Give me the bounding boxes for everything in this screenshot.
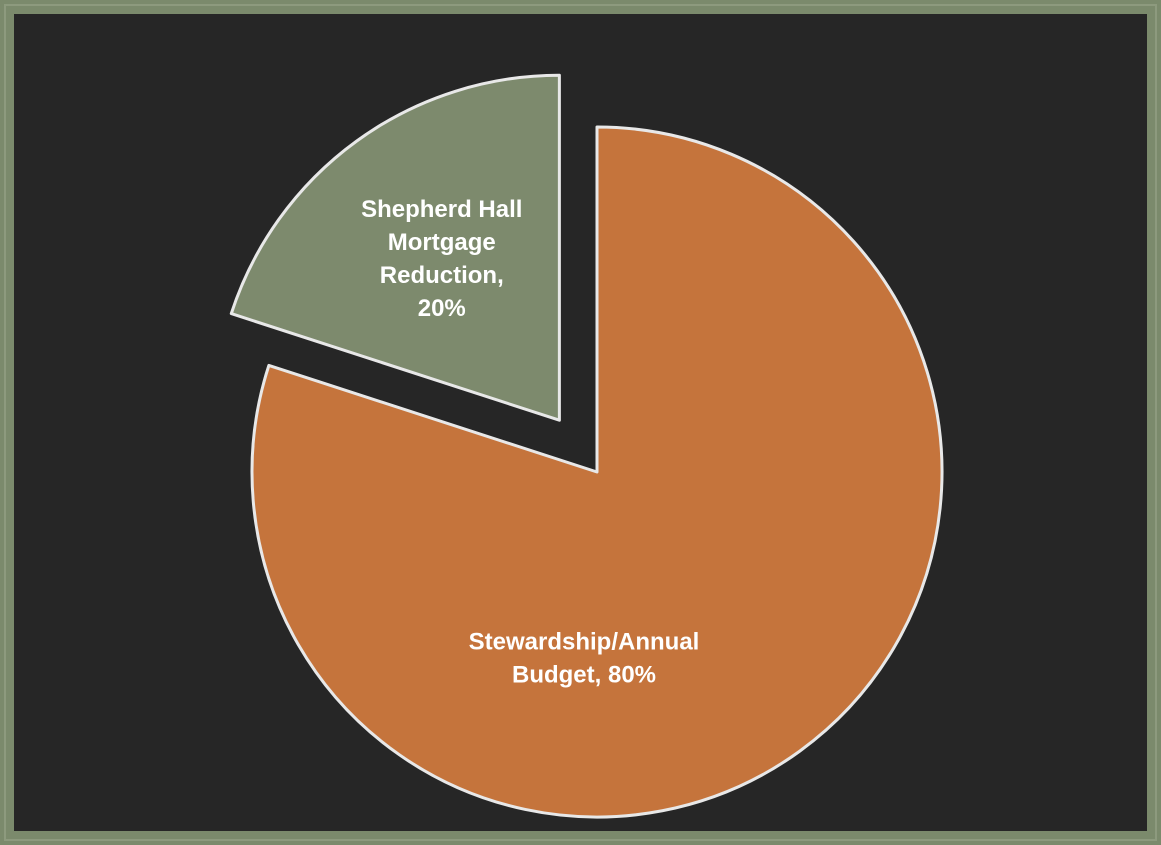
labels-layer: Shepherd Hall Mortgage Reduction, 20% Stewar…: [361, 196, 699, 689]
slices-layer: [229, 73, 944, 819]
slice-label-1-line-0: Stewardship/Annual: [469, 628, 700, 655]
slice-label-1-line-1: Budget, 80%: [512, 661, 656, 688]
slice-label-0: Shepherd Hall Mortgage Reduction, 20%: [361, 196, 522, 322]
slice-label-0-line-0: Shepherd Hall: [361, 196, 522, 223]
slice-label-0-line-2: Reduction,: [380, 262, 504, 289]
pie-slice-0: [229, 73, 561, 422]
slice-label-1: Stewardship/Annual Budget, 80%: [469, 628, 700, 688]
slice-label-0-line-3: 20%: [418, 295, 466, 322]
slice-label-0-line-1: Mortgage: [388, 229, 496, 256]
pie-slice-1: [250, 125, 944, 819]
